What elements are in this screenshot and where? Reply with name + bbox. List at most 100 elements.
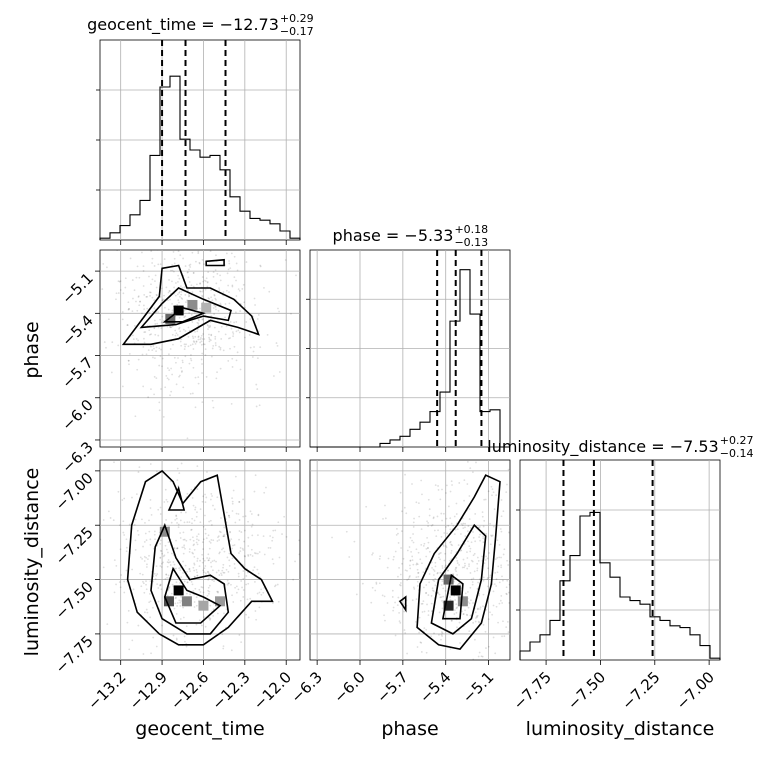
sample-point	[170, 390, 173, 393]
sample-point	[449, 540, 452, 543]
sample-point	[259, 265, 262, 268]
sample-point	[416, 563, 419, 566]
sample-point	[222, 647, 225, 650]
sample-point	[197, 322, 200, 325]
sample-point	[122, 292, 125, 295]
sample-point	[211, 579, 214, 582]
sample-point	[477, 655, 480, 658]
sample-point	[183, 316, 186, 319]
sample-point	[412, 521, 415, 524]
sample-point	[473, 570, 476, 573]
title-phase-sup: +0.18	[454, 223, 488, 236]
sample-point	[276, 583, 279, 586]
sample-point	[112, 223, 114, 225]
sample-point	[166, 377, 169, 380]
sample-point	[412, 586, 415, 589]
sample-point	[213, 580, 215, 583]
sample-point	[161, 365, 163, 368]
sample-point	[143, 611, 146, 614]
sample-point	[250, 548, 253, 551]
sample-point	[204, 565, 207, 567]
sample-point	[126, 621, 129, 624]
sample-point	[136, 368, 139, 371]
sample-point	[420, 479, 423, 482]
sample-point	[482, 579, 485, 582]
sample-point	[378, 557, 381, 560]
sample-point	[176, 479, 179, 482]
sample-point	[223, 526, 226, 529]
sample-point	[197, 252, 200, 255]
sample-point	[233, 276, 236, 279]
sample-point	[171, 309, 174, 312]
sample-point	[190, 580, 193, 583]
sample-point	[179, 340, 182, 343]
sample-point	[93, 318, 95, 320]
sample-point	[202, 525, 205, 528]
sample-point	[438, 556, 440, 559]
sample-point	[166, 367, 169, 369]
sample-point	[478, 525, 481, 528]
sample-point	[122, 520, 125, 523]
sample-point	[220, 231, 222, 233]
sample-point	[233, 544, 236, 546]
sample-point	[272, 562, 275, 565]
sample-point	[183, 309, 186, 312]
sample-point	[247, 520, 249, 523]
sample-point	[355, 593, 358, 596]
panel-content	[93, 223, 300, 447]
sample-point	[223, 571, 226, 574]
sample-point	[453, 533, 456, 536]
sample-point	[235, 321, 238, 323]
sample-point	[151, 262, 154, 264]
sample-point	[171, 333, 174, 336]
sample-point	[180, 600, 182, 602]
sample-point	[531, 561, 533, 563]
sample-point	[515, 584, 517, 586]
sample-point	[199, 559, 201, 562]
sample-point	[181, 361, 184, 364]
sample-point	[200, 340, 203, 343]
sample-point	[178, 295, 181, 298]
sample-point	[386, 602, 389, 604]
sample-point	[495, 578, 498, 581]
sample-point	[255, 383, 258, 386]
sample-point	[241, 586, 243, 589]
sample-point	[145, 566, 148, 568]
sample-point	[398, 620, 401, 623]
sample-point	[208, 336, 210, 339]
sample-point	[227, 360, 230, 362]
sample-point	[456, 574, 458, 576]
sample-point	[403, 610, 405, 613]
sample-point	[196, 511, 198, 514]
sample-point	[201, 318, 204, 321]
sample-point	[247, 571, 249, 574]
sample-point	[260, 588, 263, 591]
sample-point	[438, 611, 441, 614]
sample-point	[137, 295, 140, 298]
sample-point	[231, 500, 234, 503]
sample-point	[210, 561, 212, 564]
sample-point	[457, 544, 460, 546]
sample-point	[459, 549, 462, 552]
sample-point	[145, 243, 147, 245]
sample-point	[527, 535, 529, 537]
sample-point	[400, 547, 402, 549]
sample-point	[128, 352, 131, 355]
sample-point	[125, 569, 128, 572]
sample-point	[440, 436, 442, 438]
sample-point	[115, 565, 118, 567]
sample-point	[516, 650, 518, 652]
sample-point	[470, 578, 473, 581]
sample-point	[180, 367, 183, 369]
sample-point	[375, 581, 378, 584]
sample-point	[477, 620, 480, 623]
sample-point	[437, 529, 439, 532]
sample-point	[404, 569, 407, 572]
histogram-step-line	[519, 511, 721, 660]
sample-point	[397, 542, 400, 544]
contour-line	[162, 306, 206, 323]
sample-point	[160, 388, 162, 390]
sample-point	[226, 272, 229, 275]
sample-point	[188, 548, 191, 550]
sample-point	[411, 483, 413, 485]
